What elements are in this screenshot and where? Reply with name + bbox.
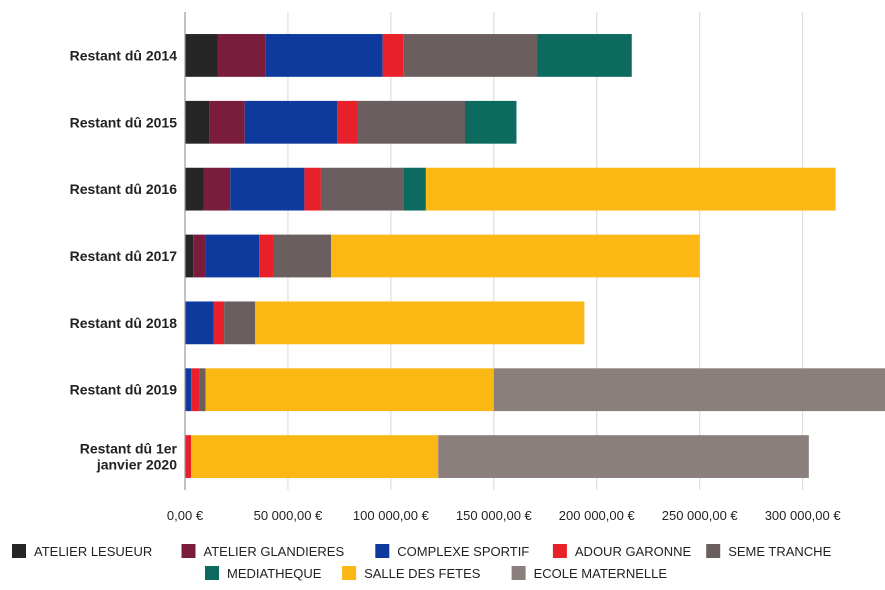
x-tick-label: 250 000,00 € [662,508,739,523]
bar-segment-atelier-lesueur [185,234,194,278]
bar-segment-mediatheque [403,167,426,211]
bar-segment-seme-tranche [199,368,206,412]
legend-item-mediatheque: MEDIATHEQUE [205,566,322,581]
y-tick-label: Restant dû 2019 [70,382,178,398]
legend-swatch [706,544,721,558]
legend-label: ADOUR GARONNE [575,544,692,559]
x-tick-label: 150 000,00 € [456,508,533,523]
y-tick-label: Restant dû 2016 [70,181,178,197]
legend-swatch [12,544,26,558]
legend-label: SALLE DES FETES [364,566,481,581]
bar-segment-complexe-sportif [265,34,383,77]
bar-segment-adour-garonne [382,34,404,77]
legend-swatch [552,544,567,558]
bar-segment-atelier-lesueur [185,167,204,211]
legend-item-seme-tranche: SEME TRANCHE [706,544,832,559]
bar-segment-adour-garonne [259,234,274,278]
bar-segment-atelier-glandieres [203,167,231,211]
bar-segment-seme-tranche [357,100,465,144]
legend-swatch [342,566,357,580]
bar-segment-seme-tranche [224,301,255,345]
y-tick-label: Restant dû 2015 [70,114,178,130]
y-tick-label: Restant dû 2017 [70,248,178,264]
bar-segment-atelier-glandieres [217,34,266,77]
bar-segment-salle-des-fetes [255,301,585,345]
bar-segment-salle-des-fetes [331,234,700,278]
bar-segment-adour-garonne [191,368,200,412]
legend-label: SEME TRANCHE [728,544,831,559]
legend-label: MEDIATHEQUE [227,566,322,581]
bar-segment-complexe-sportif [230,167,305,211]
bar-segment-adour-garonne [185,435,192,478]
legend: ATELIER LESUEUR ATELIER GLANDIERES COMPLEX… [12,544,832,581]
bar-segment-complexe-sportif [185,368,192,412]
bar-segment-ecole-maternelle [438,435,809,478]
x-tick-label: 0,00 € [167,508,204,523]
bar-group-restant-du-2018 [185,301,585,345]
bar-segment-mediatheque [465,100,517,144]
y-tick-label: Restant dû 2018 [70,315,178,331]
legend-swatch [375,544,390,558]
legend-swatch [511,566,526,580]
bar-segment-complexe-sportif [185,301,214,345]
bar-segment-complexe-sportif [205,234,260,278]
bar-segment-adour-garonne [304,167,321,211]
legend-item-adour-garonne: ADOUR GARONNE [552,544,692,559]
legend-item-atelier-glandieres: ATELIER GLANDIERES [181,544,345,559]
bar-segment-atelier-glandieres [193,234,206,278]
legend-swatch [205,566,219,580]
bar-group-restant-du-2015 [185,100,517,144]
y-tick-label: Restant dû 1er janvier 2020 [80,441,178,473]
bar-segment-salle-des-fetes [425,167,836,211]
bar-segment-atelier-glandieres [209,100,245,144]
legend-item-complexe-sportif: COMPLEXE SPORTIF [375,544,529,559]
bar-segment-adour-garonne [337,100,358,144]
legend-label: ECOLE MATERNELLE [534,566,668,581]
bar-segment-atelier-lesueur [185,100,210,144]
legend-item-ecole-maternelle: ECOLE MATERNELLE [511,566,668,581]
bar-segment-seme-tranche [403,34,538,77]
bar-segment-complexe-sportif [244,100,338,144]
bar-segment-seme-tranche [273,234,332,278]
bar-group-restant-du-2016 [185,167,836,211]
y-tick-label: Restant dû 2014 [70,47,178,63]
legend-item-salle-des-fetes: SALLE DES FETES [342,566,481,581]
bar-segment-mediatheque [537,34,632,77]
bar-segment-adour-garonne [213,301,225,345]
bar-group-restant-du-1er-janvier-2020 [185,435,809,478]
legend-label: COMPLEXE SPORTIF [397,544,529,559]
x-tick-label: 100 000,00 € [353,508,430,523]
axes: 0,00 € 50 000,00 € 100 000,00 € 150 000,00 … [70,12,842,523]
bar-group-restant-du-2014 [185,34,632,77]
x-tick-label: 200 000,00 € [559,508,636,523]
bar-segment-salle-des-fetes [191,435,439,478]
legend-swatch [181,544,196,558]
bar-segment-salle-des-fetes [205,368,494,412]
bar-segment-ecole-maternelle [493,368,885,412]
bar-group-restant-du-2017 [185,234,700,278]
legend-label: ATELIER LESUEUR [34,544,152,559]
bar-group-restant-du-2019 [185,368,885,412]
x-tick-label: 300 000,00 € [765,508,842,523]
bars [185,34,885,478]
x-tick-label: 50 000,00 € [254,508,323,523]
legend-item-atelier-lesueur: ATELIER LESUEUR [12,544,152,559]
bar-segment-seme-tranche [320,167,404,211]
legend-label: ATELIER GLANDIERES [204,544,345,559]
bar-segment-atelier-lesueur [185,34,218,77]
